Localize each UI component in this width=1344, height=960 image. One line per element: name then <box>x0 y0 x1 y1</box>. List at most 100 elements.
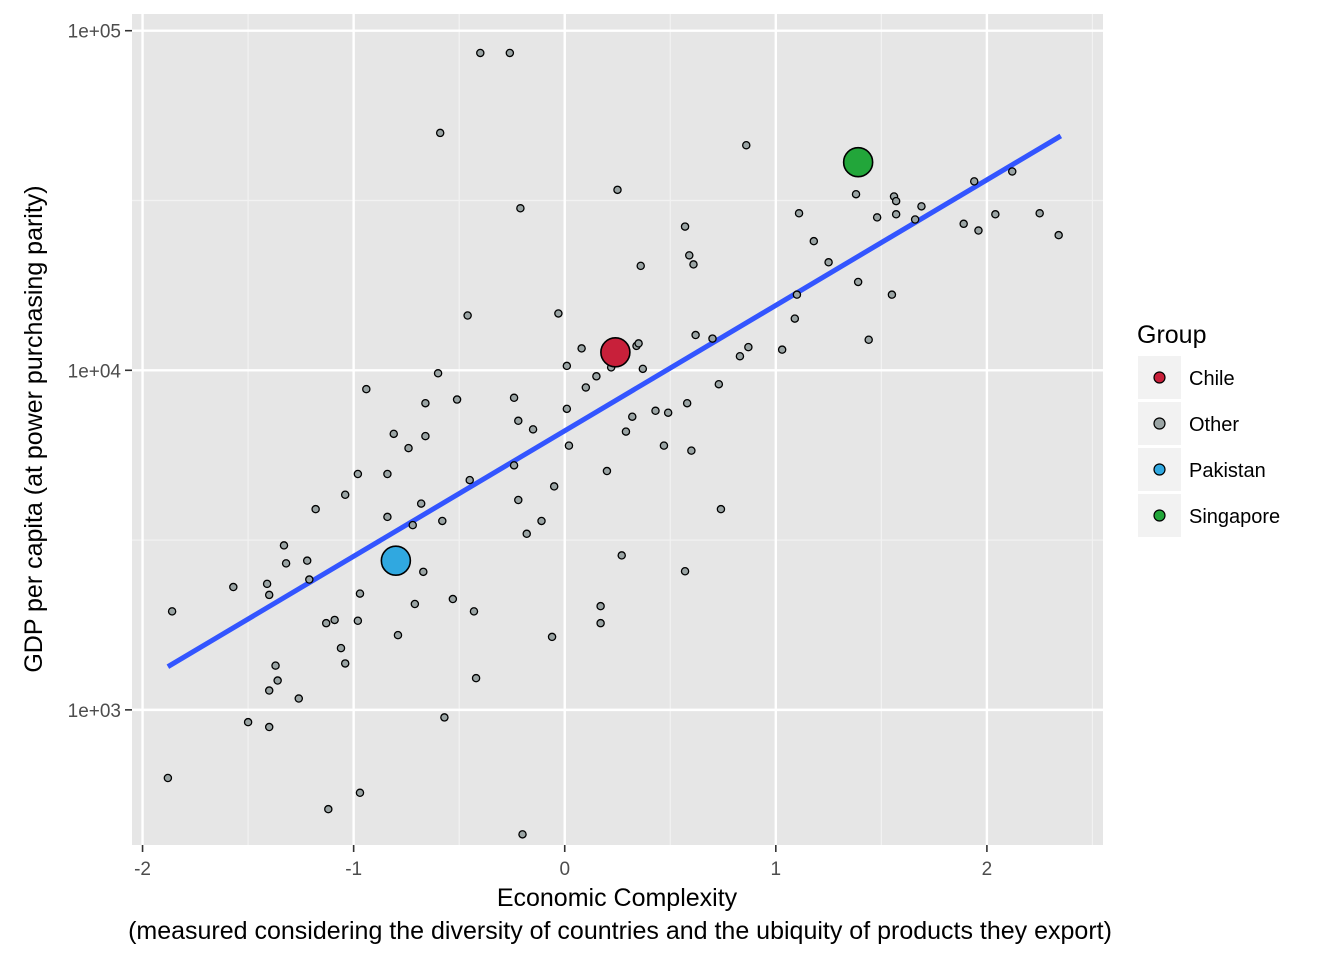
data-point-other <box>744 342 753 352</box>
data-point-other <box>1054 230 1063 240</box>
legend-label: Chile <box>1189 368 1235 390</box>
data-point-other <box>562 404 572 414</box>
data-point-other <box>628 412 637 421</box>
data-point-other <box>163 773 173 783</box>
data-point-other <box>383 469 392 479</box>
x-tick-label: -2 <box>134 859 151 880</box>
data-point-other <box>324 804 333 814</box>
data-point-other <box>433 369 443 378</box>
data-point-pakistan <box>380 545 412 576</box>
data-point-other <box>613 185 622 195</box>
data-point-other <box>243 717 253 727</box>
legend-swatch <box>1153 371 1166 384</box>
data-point-other <box>777 345 787 354</box>
data-point-other <box>416 499 426 508</box>
y-axis-label: GDP per capita (at power purchasing pari… <box>20 185 48 672</box>
data-point-other <box>959 219 968 229</box>
data-point-other <box>716 504 726 514</box>
data-point-other <box>336 643 346 653</box>
data-point-other <box>809 236 819 246</box>
data-point-other <box>714 379 724 389</box>
data-point-other <box>305 575 314 584</box>
legend-label: Pakistan <box>1189 460 1266 482</box>
data-point-other <box>851 189 861 199</box>
data-point-other <box>383 512 392 522</box>
y-tick-label: 1e+03 <box>68 701 121 722</box>
data-point-other <box>602 466 612 476</box>
data-point-other <box>577 344 586 353</box>
data-point-other <box>294 694 304 703</box>
data-point-other <box>408 520 417 530</box>
data-point-other <box>435 128 445 138</box>
data-point-other <box>853 277 863 287</box>
data-point-other <box>340 490 350 500</box>
legend-swatch <box>1153 417 1166 430</box>
data-point-other <box>281 559 291 568</box>
data-point-other <box>421 398 430 408</box>
data-point-other <box>471 673 481 683</box>
data-point-other <box>452 395 462 404</box>
data-point-singapore <box>842 146 874 178</box>
x-tick-label: 1 <box>771 859 782 880</box>
data-point-other <box>617 551 626 560</box>
grid-lines <box>132 14 1103 845</box>
data-point-other <box>1007 167 1017 176</box>
data-point-other <box>887 290 897 299</box>
data-point-other <box>167 607 177 616</box>
data-point-other <box>353 469 363 479</box>
data-point-other <box>864 335 873 345</box>
y-tick-label: 1e+04 <box>68 361 122 382</box>
data-point-other <box>638 364 648 374</box>
data-point-other <box>279 541 289 550</box>
legend-label: Other <box>1189 414 1239 436</box>
data-point-other <box>554 309 563 318</box>
data-point-other <box>596 601 605 611</box>
data-point-other <box>636 261 645 271</box>
data-point-other <box>735 351 745 361</box>
data-point-other <box>680 566 690 576</box>
plot-panel <box>132 14 1103 845</box>
data-point-other <box>393 630 403 640</box>
data-point-other <box>663 408 673 417</box>
data-point-other <box>991 210 1000 219</box>
data-point-other <box>742 140 751 150</box>
data-point-other <box>659 441 669 450</box>
data-point-other <box>689 260 698 269</box>
data-point-other <box>476 48 485 58</box>
data-point-other <box>514 416 523 426</box>
data-point-other <box>440 713 449 722</box>
data-point-other <box>691 330 700 340</box>
data-point-other <box>404 443 413 453</box>
x-axis-sublabel: (measured considering the diversity of c… <box>128 917 1112 945</box>
legend: Group Chile Other Pakistan Singapore <box>1137 321 1280 537</box>
data-point-other <box>687 446 696 455</box>
data-point-other <box>708 334 717 343</box>
data-point-other <box>651 406 660 416</box>
data-point-other <box>264 722 274 732</box>
axis-ticks: -2 -1 0 1 2 1e+03 1e+04 1e+05 <box>68 22 993 880</box>
data-point-other <box>264 686 274 695</box>
legend-swatch <box>1153 463 1166 476</box>
data-point-other <box>562 361 572 371</box>
data-point-other <box>969 177 979 186</box>
legend-title: Group <box>1137 321 1206 349</box>
data-point-other <box>891 196 901 206</box>
legend-items: Chile Other Pakistan Singapore <box>1138 356 1280 537</box>
data-point-other <box>522 529 531 539</box>
data-point-other <box>514 495 523 505</box>
x-axis-label: Economic Complexity <box>497 884 738 912</box>
data-point-other <box>518 830 527 839</box>
data-point-other <box>794 209 804 218</box>
data-point-chile <box>600 336 631 368</box>
data-point-other <box>389 429 398 439</box>
data-point-other <box>581 383 591 392</box>
data-point-other <box>564 441 574 450</box>
data-point-other <box>1035 209 1044 218</box>
data-point-other <box>528 425 538 434</box>
data-point-other <box>353 616 363 625</box>
data-point-other <box>516 204 525 213</box>
data-point-other <box>537 516 546 526</box>
x-tick-label: 0 <box>559 859 570 880</box>
data-point-other <box>264 590 274 600</box>
data-point-other <box>790 314 800 323</box>
